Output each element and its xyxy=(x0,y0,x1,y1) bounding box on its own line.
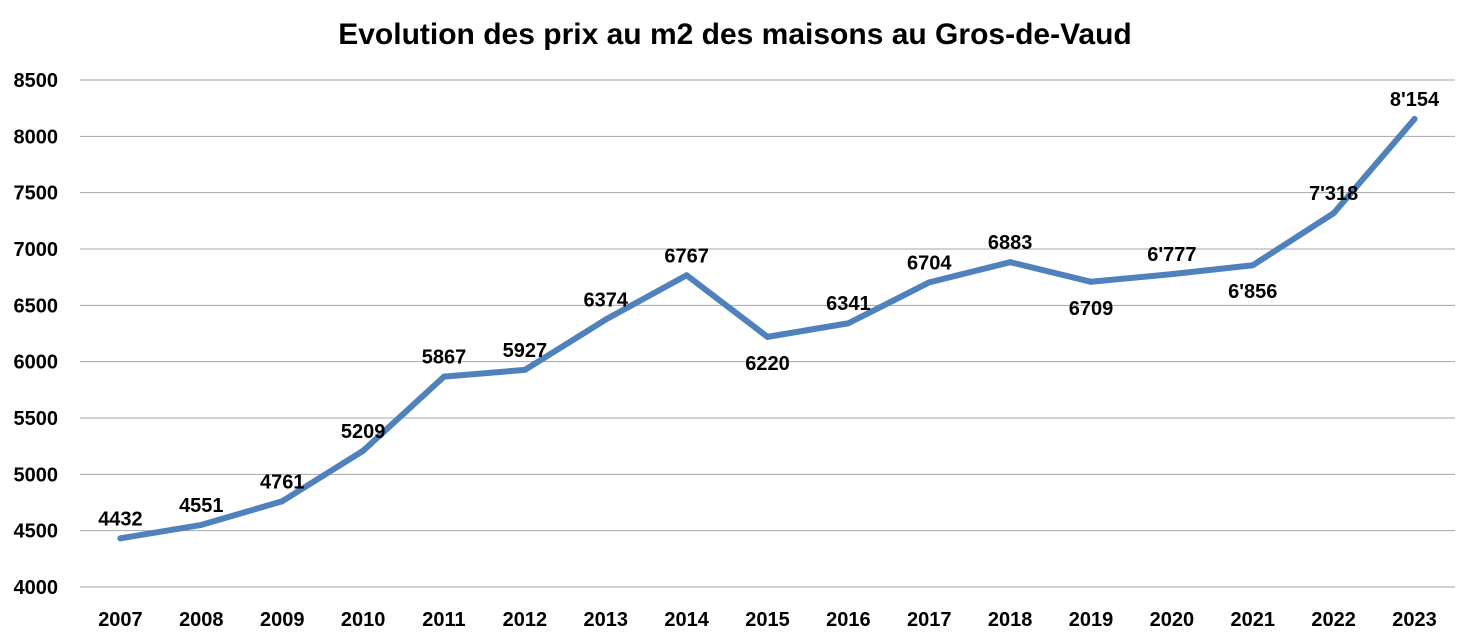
y-tick-label: 4000 xyxy=(14,577,59,599)
data-point xyxy=(1168,271,1175,278)
data-point xyxy=(440,373,447,380)
data-label: 6767 xyxy=(664,245,709,267)
x-tick-label: 2010 xyxy=(341,609,386,631)
data-point xyxy=(845,320,852,327)
data-point xyxy=(764,333,771,340)
chart-title: Evolution des prix au m2 des maisons au … xyxy=(338,18,1132,51)
x-tick-label: 2015 xyxy=(745,609,790,631)
data-point xyxy=(1249,262,1256,269)
data-label: 5867 xyxy=(422,347,467,369)
data-point xyxy=(521,366,528,373)
data-label: 7'318 xyxy=(1309,183,1358,205)
data-point xyxy=(1007,259,1014,266)
data-point xyxy=(279,498,286,505)
data-point xyxy=(117,535,124,542)
x-tick-label: 2022 xyxy=(1311,609,1356,631)
y-tick-label: 6000 xyxy=(14,352,59,374)
y-axis-ticks: 4000 4500 5000 5500 6000 6500 7000 7500 8000 8500 xyxy=(14,70,59,599)
x-tick-label: 2007 xyxy=(98,609,143,631)
data-point xyxy=(926,279,933,286)
x-tick-label: 2011 xyxy=(422,609,465,631)
x-tick-label: 2012 xyxy=(503,609,548,631)
y-tick-label: 5500 xyxy=(14,408,59,430)
data-point xyxy=(602,316,609,323)
x-tick-label: 2009 xyxy=(260,609,305,631)
x-tick-label: 2013 xyxy=(583,609,628,631)
x-tick-label: 2021 xyxy=(1231,609,1276,631)
data-point xyxy=(1088,278,1095,285)
data-label: 5209 xyxy=(341,421,386,443)
data-point xyxy=(1411,115,1418,122)
data-label: 6704 xyxy=(907,252,952,274)
data-labels: 4432 4551 4761 5209 5867 5927 6374 6767 6220 6341… xyxy=(98,89,1440,530)
data-point xyxy=(683,272,690,279)
y-tick-label: 4500 xyxy=(14,521,59,543)
x-tick-label: 2019 xyxy=(1069,609,1114,631)
data-label: 6'777 xyxy=(1147,244,1196,266)
y-tick-label: 7500 xyxy=(14,183,59,205)
x-tick-label: 2017 xyxy=(907,609,952,631)
data-label: 4551 xyxy=(179,495,224,517)
y-tick-label: 8500 xyxy=(14,70,59,92)
y-tick-label: 7000 xyxy=(14,239,59,261)
y-tick-label: 8000 xyxy=(14,126,59,148)
data-label: 6709 xyxy=(1069,298,1114,320)
x-tick-label: 2018 xyxy=(988,609,1033,631)
data-point xyxy=(198,521,205,528)
data-label: 6883 xyxy=(988,232,1033,254)
data-label: 4432 xyxy=(98,508,143,530)
data-label: 6374 xyxy=(583,290,628,312)
data-point xyxy=(1330,210,1337,217)
data-label: 6341 xyxy=(826,293,871,315)
data-label: 6'856 xyxy=(1228,281,1277,303)
x-tick-label: 2014 xyxy=(664,609,709,631)
data-label: 4761 xyxy=(260,471,305,493)
data-point xyxy=(360,447,367,454)
x-tick-label: 2020 xyxy=(1150,609,1195,631)
series-layer xyxy=(117,115,1418,542)
x-tick-label: 2023 xyxy=(1392,609,1437,631)
data-label: 8'154 xyxy=(1390,89,1440,111)
data-label: 6220 xyxy=(745,353,790,375)
y-tick-label: 6500 xyxy=(14,295,59,317)
data-label: 5927 xyxy=(503,340,548,362)
x-tick-label: 2008 xyxy=(179,609,224,631)
gridlines xyxy=(80,79,1455,588)
x-tick-label: 2016 xyxy=(826,609,871,631)
y-tick-label: 5000 xyxy=(14,464,59,486)
series-line xyxy=(117,115,1418,542)
x-axis-ticks: 2007 2008 2009 2010 2011 2012 2013 2014 2015 2016… xyxy=(98,609,1437,631)
